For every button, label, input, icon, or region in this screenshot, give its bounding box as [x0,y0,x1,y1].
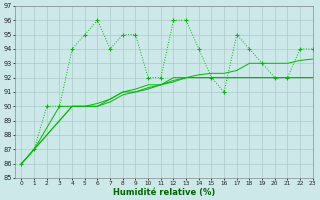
X-axis label: Humidité relative (%): Humidité relative (%) [113,188,215,197]
